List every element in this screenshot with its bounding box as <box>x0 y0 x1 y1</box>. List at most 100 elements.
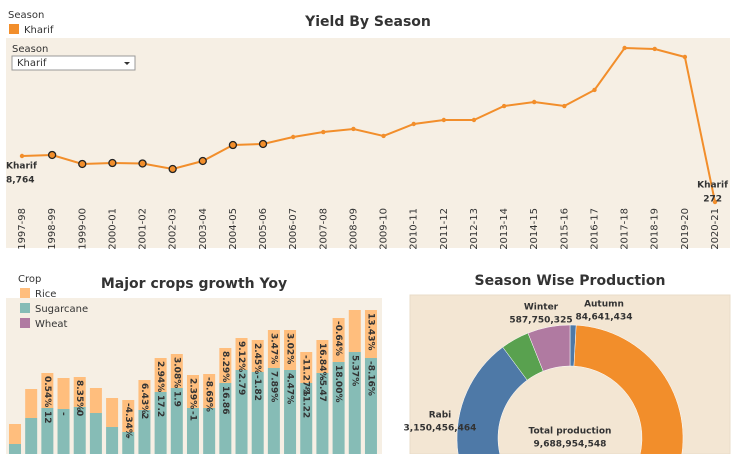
dropdown-arrow <box>124 62 130 65</box>
slice-name: Autumn <box>584 300 624 310</box>
x-tick-label: 1998-99 <box>47 208 58 250</box>
bar-segment <box>235 370 248 454</box>
growth-label: 3.47% <box>268 333 278 364</box>
x-tick-label: 2019-20 <box>680 208 691 250</box>
growth-label: 9.12% <box>236 341 246 372</box>
bar-segment <box>154 392 167 454</box>
point <box>501 103 507 109</box>
growth-label: -11.22 <box>301 386 311 418</box>
point <box>471 117 477 123</box>
x-tick-label: 2002-03 <box>168 208 179 250</box>
growth-label: 0.54% <box>42 376 52 407</box>
bar-segment <box>89 413 102 454</box>
annotation-name: Kharif <box>697 181 728 191</box>
legend-swatch <box>20 303 30 313</box>
growth-label: 3.02% <box>285 333 295 364</box>
bar-segment <box>203 408 216 454</box>
panel <box>6 38 730 248</box>
x-tick-label: 2008-09 <box>348 208 359 250</box>
x-tick-label: 2013-14 <box>499 208 510 250</box>
growth-label: -8.16% <box>365 361 375 396</box>
growth-label: 18.00% <box>333 365 343 403</box>
bar-segment <box>138 410 151 454</box>
bar-segment <box>235 338 248 370</box>
bar-segment <box>203 374 216 408</box>
x-tick-label: 1999-00 <box>77 208 88 250</box>
donut-slice <box>527 324 571 372</box>
growth-label: 8.35% <box>74 380 84 411</box>
growth-label: 4.47% <box>285 373 295 404</box>
chart-title: Major crops growth Yoy <box>101 276 287 292</box>
x-tick-label: 2011-12 <box>439 208 450 250</box>
center-label: Total production <box>529 427 612 437</box>
growth-label: 0 <box>74 410 84 416</box>
growth-label: 12 <box>42 411 52 424</box>
legend-title: Crop <box>18 274 41 285</box>
point <box>290 134 296 140</box>
bar-segment <box>300 383 313 454</box>
bar-segment <box>57 409 70 454</box>
legend-label: Sugarcane <box>35 304 88 315</box>
bar-segment <box>348 310 361 352</box>
bar-segment <box>106 427 119 454</box>
point <box>198 156 207 166</box>
x-tick-label: 2009-10 <box>379 208 390 250</box>
growth-label: 16.86 <box>220 386 230 414</box>
point <box>108 158 117 168</box>
bar-segment <box>57 378 70 409</box>
legend-label: Wheat <box>35 319 68 330</box>
growth-label: - <box>123 435 133 439</box>
bar-segment <box>219 348 232 383</box>
growth-label: 8.29% <box>220 351 230 382</box>
growth-label: -1 <box>187 411 197 421</box>
growth-label: -8.69% <box>204 377 214 412</box>
annotation-value: 8,764 <box>6 176 34 186</box>
slice-value: 84,641,434 <box>576 313 633 323</box>
legend-swatch <box>20 318 30 328</box>
bar-segment <box>316 340 329 373</box>
growth-label: 1.9 <box>171 391 181 407</box>
growth-label: - <box>58 412 68 416</box>
growth-label: -11.27% <box>301 355 311 396</box>
x-tick-label: 2014-15 <box>529 208 540 250</box>
bar-segment <box>186 375 199 408</box>
line <box>21 46 716 203</box>
growth-label: 6.43% <box>139 383 149 414</box>
annotation-value: 272 <box>703 195 722 205</box>
donut-slice <box>573 324 684 454</box>
point <box>622 45 627 51</box>
bar-segment <box>170 388 183 454</box>
bar-segment <box>122 432 135 454</box>
point <box>411 121 416 127</box>
point <box>652 46 657 52</box>
slice-value: 3,150,456,464 <box>404 424 477 434</box>
bar-segment <box>364 358 377 454</box>
x-tick-label: 2018-19 <box>650 208 661 250</box>
point <box>47 150 57 160</box>
legend-label: Kharif <box>24 25 54 36</box>
growth-label: 7.89% <box>268 371 278 402</box>
chart-title: Season Wise Production <box>475 273 666 289</box>
bar-segment <box>219 383 232 454</box>
legend-title: Season <box>8 10 44 21</box>
annotation-name: Kharif <box>6 162 37 172</box>
bar-segment <box>267 368 280 454</box>
point <box>682 54 688 60</box>
growth-label: 2.79 <box>236 373 246 395</box>
growth-label: -0.64% <box>333 321 343 356</box>
bar-segment <box>186 408 199 454</box>
x-tick-label: 2016-17 <box>589 208 600 250</box>
bar-segment <box>122 400 135 432</box>
point <box>138 159 147 168</box>
x-tick-label: 2004-05 <box>228 208 239 250</box>
x-tick-label: 2007-08 <box>318 208 329 250</box>
bar-segment <box>332 362 345 454</box>
point <box>78 159 87 169</box>
dropdown[interactable] <box>11 55 136 71</box>
bar-segment <box>9 424 21 444</box>
bar-segment <box>73 377 86 407</box>
point <box>562 103 567 109</box>
bar-segment <box>332 318 345 362</box>
bar-segment <box>316 373 329 454</box>
